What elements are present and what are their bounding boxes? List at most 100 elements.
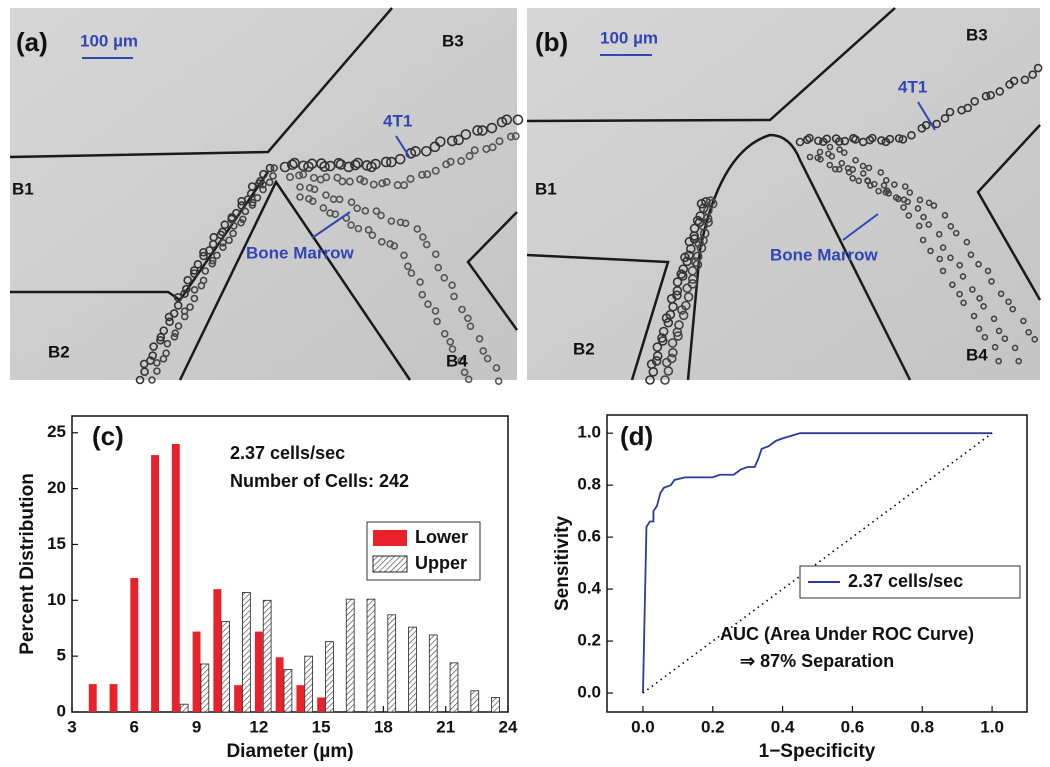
- x-axis-label: 1−Specificity: [759, 741, 876, 762]
- cell: [898, 135, 908, 144]
- cell: [225, 236, 233, 245]
- cell: [1001, 335, 1009, 342]
- cell: [969, 286, 976, 293]
- cell: [465, 152, 474, 161]
- cell: [423, 170, 432, 179]
- cell: [1015, 357, 1022, 365]
- cell: [416, 278, 424, 286]
- cell: [1005, 298, 1012, 306]
- cell: [970, 97, 979, 106]
- cell: [475, 334, 484, 343]
- cell: [495, 137, 504, 146]
- cell: [230, 222, 238, 230]
- cell: [446, 157, 455, 166]
- cell: [963, 103, 973, 113]
- cell: [986, 90, 995, 100]
- cell: [930, 202, 938, 209]
- cell: [387, 217, 396, 225]
- cell: [149, 342, 158, 351]
- cell: [296, 183, 304, 191]
- cell: [927, 247, 934, 255]
- cell: [431, 250, 440, 259]
- x-tick-label: 3: [67, 717, 76, 736]
- cell: [849, 174, 856, 182]
- cell: [407, 269, 416, 277]
- cell: [652, 342, 663, 352]
- cell: [805, 133, 814, 143]
- cell: [660, 375, 670, 385]
- channel-wall: [9, 7, 393, 159]
- cell: [871, 180, 878, 188]
- cell: [335, 195, 344, 204]
- cell: [169, 309, 179, 318]
- cell: [477, 125, 488, 136]
- cell: [350, 159, 361, 171]
- y-tick-label: 10: [47, 590, 66, 609]
- y-tick-label: 0.0: [577, 683, 601, 702]
- cell: [852, 156, 859, 164]
- cell: [205, 246, 214, 255]
- cell: [834, 137, 844, 146]
- cell: [347, 221, 355, 229]
- cell: [404, 262, 412, 271]
- cell: [975, 260, 982, 268]
- cell: [690, 257, 701, 267]
- cell: [512, 114, 524, 126]
- cell: [135, 375, 145, 385]
- cell: [696, 198, 707, 209]
- cell: [681, 300, 691, 311]
- cell: [990, 315, 998, 323]
- bar: [366, 598, 376, 713]
- cell: [963, 238, 971, 246]
- cell: [410, 146, 421, 157]
- cell: [208, 256, 217, 265]
- region-label: B3: [442, 31, 464, 50]
- cell: [501, 114, 513, 126]
- cell: [678, 264, 689, 274]
- cell: [162, 349, 170, 358]
- cell: [894, 134, 904, 143]
- cell: [939, 267, 947, 275]
- cell: [364, 226, 373, 234]
- cell: [831, 165, 839, 173]
- cell: [980, 302, 987, 310]
- cell: [190, 294, 199, 303]
- cell: [1009, 305, 1017, 313]
- cell: [892, 194, 900, 201]
- region-label: B1: [535, 179, 557, 198]
- cell: [666, 353, 677, 364]
- cell: [867, 133, 877, 143]
- y-tick-label: 0: [57, 701, 66, 720]
- bar: [109, 684, 118, 712]
- cell: [940, 114, 950, 123]
- bar: [192, 631, 201, 712]
- cell: [1020, 75, 1030, 85]
- cell: [446, 338, 455, 346]
- y-tick-label: 15: [47, 534, 66, 553]
- bar: [221, 621, 230, 713]
- cell: [506, 132, 515, 141]
- cell: [705, 196, 716, 206]
- channel-wall: [526, 7, 896, 123]
- cell: [949, 281, 956, 288]
- cell: [269, 172, 277, 180]
- cell: [668, 347, 678, 358]
- cell: [960, 299, 967, 307]
- cell: [356, 175, 365, 184]
- y-tick-label: 20: [47, 478, 66, 497]
- cell: [139, 359, 149, 369]
- cell: [265, 163, 275, 173]
- cell: [354, 224, 363, 233]
- cell: [440, 329, 449, 338]
- cell: [247, 182, 257, 191]
- bar: [491, 697, 500, 713]
- cell: [651, 356, 662, 366]
- cell: [180, 307, 189, 315]
- arrow: [842, 213, 879, 241]
- cell: [841, 149, 848, 156]
- cell: [458, 305, 466, 314]
- y-tick-label: 0.4: [577, 579, 601, 598]
- cell: [1031, 336, 1038, 343]
- cell: [877, 136, 886, 145]
- cell: [865, 164, 873, 172]
